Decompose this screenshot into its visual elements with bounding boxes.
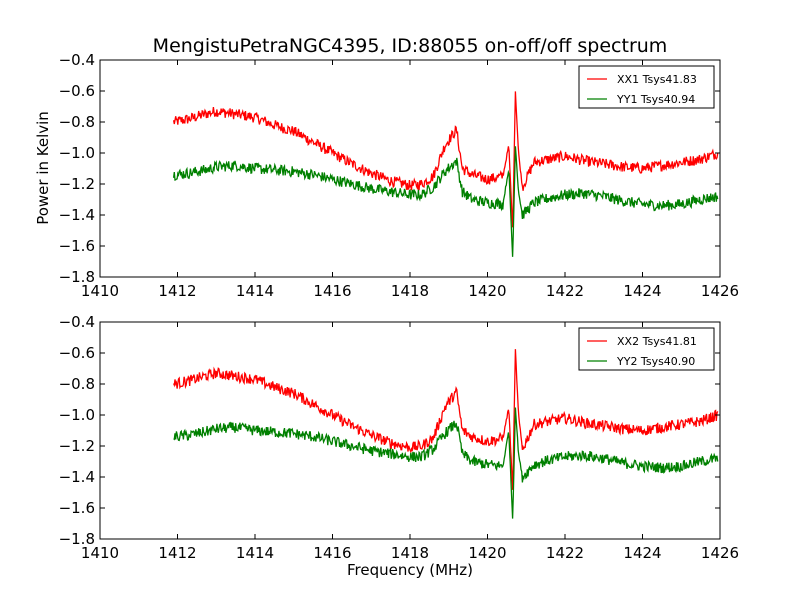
x-tick-label-top-1424: 1424 [623,282,661,300]
legend-label-top-1: YY1 Tsys40.94 [616,93,695,106]
x-tick-label-top-1420: 1420 [468,282,506,300]
y-tick-label-top-2: −0.8 [59,113,95,131]
x-tick-label-top-1426: 1426 [701,282,739,300]
y-tick-label-bottom-3: −1.0 [59,406,95,424]
y-tick-label-top-3: −1.0 [59,144,95,162]
x-axis-label: Frequency (MHz) [346,561,474,579]
legend-label-bottom-1: YY2 Tsys40.90 [616,355,695,368]
x-tick-label-bottom-1412: 1412 [158,544,196,562]
x-tick-label-top-1410: 1410 [81,282,119,300]
legend-box-top [578,65,715,109]
y-tick-label-top-1: −0.6 [59,82,95,100]
legend-label-top-0: XX1 Tsys41.83 [617,73,697,86]
x-tick-label-bottom-1410: 1410 [81,544,119,562]
x-tick-label-top-1422: 1422 [546,282,584,300]
x-tick-label-bottom-1424: 1424 [623,544,661,562]
series-line-top-yy [172,146,719,257]
x-tick-label-bottom-1416: 1416 [313,544,351,562]
y-tick-label-bottom-5: −1.4 [59,468,95,486]
y-tick-label-bottom-4: −1.2 [59,437,95,455]
x-tick-label-bottom-1422: 1422 [546,544,584,562]
y-tick-label-top-6: −1.6 [59,237,95,255]
y-tick-label-top-5: −1.4 [59,206,95,224]
y-tick-label-bottom-7: −1.8 [59,530,95,548]
x-tick-label-bottom-1414: 1414 [236,544,274,562]
y-tick-label-bottom-6: −1.6 [59,499,95,517]
legend-box-bottom [578,327,715,371]
x-tick-label-top-1418: 1418 [391,282,429,300]
x-tick-label-top-1414: 1414 [236,282,274,300]
x-tick-label-top-1416: 1416 [313,282,351,300]
x-tick-label-bottom-1426: 1426 [701,544,739,562]
x-tick-label-top-1412: 1412 [158,282,196,300]
series-line-bottom-xx [173,349,719,490]
series-line-top-xx [172,91,719,228]
legend-label-bottom-0: XX2 Tsys41.81 [617,335,697,348]
y-tick-label-bottom-0: −0.4 [59,313,95,331]
x-tick-label-bottom-1420: 1420 [468,544,506,562]
x-tick-label-bottom-1418: 1418 [391,544,429,562]
y-tick-label-bottom-2: −0.8 [59,375,95,393]
y-tick-label-top-7: −1.8 [59,268,95,286]
series-line-bottom-yy [173,407,719,519]
y-tick-label-bottom-1: −0.6 [59,344,95,362]
y-tick-label-top-4: −1.2 [59,175,95,193]
chart-title: MengistuPetraNGC4395, ID:88055 on-off/of… [152,35,668,57]
y-tick-label-top-0: −0.4 [59,51,95,69]
